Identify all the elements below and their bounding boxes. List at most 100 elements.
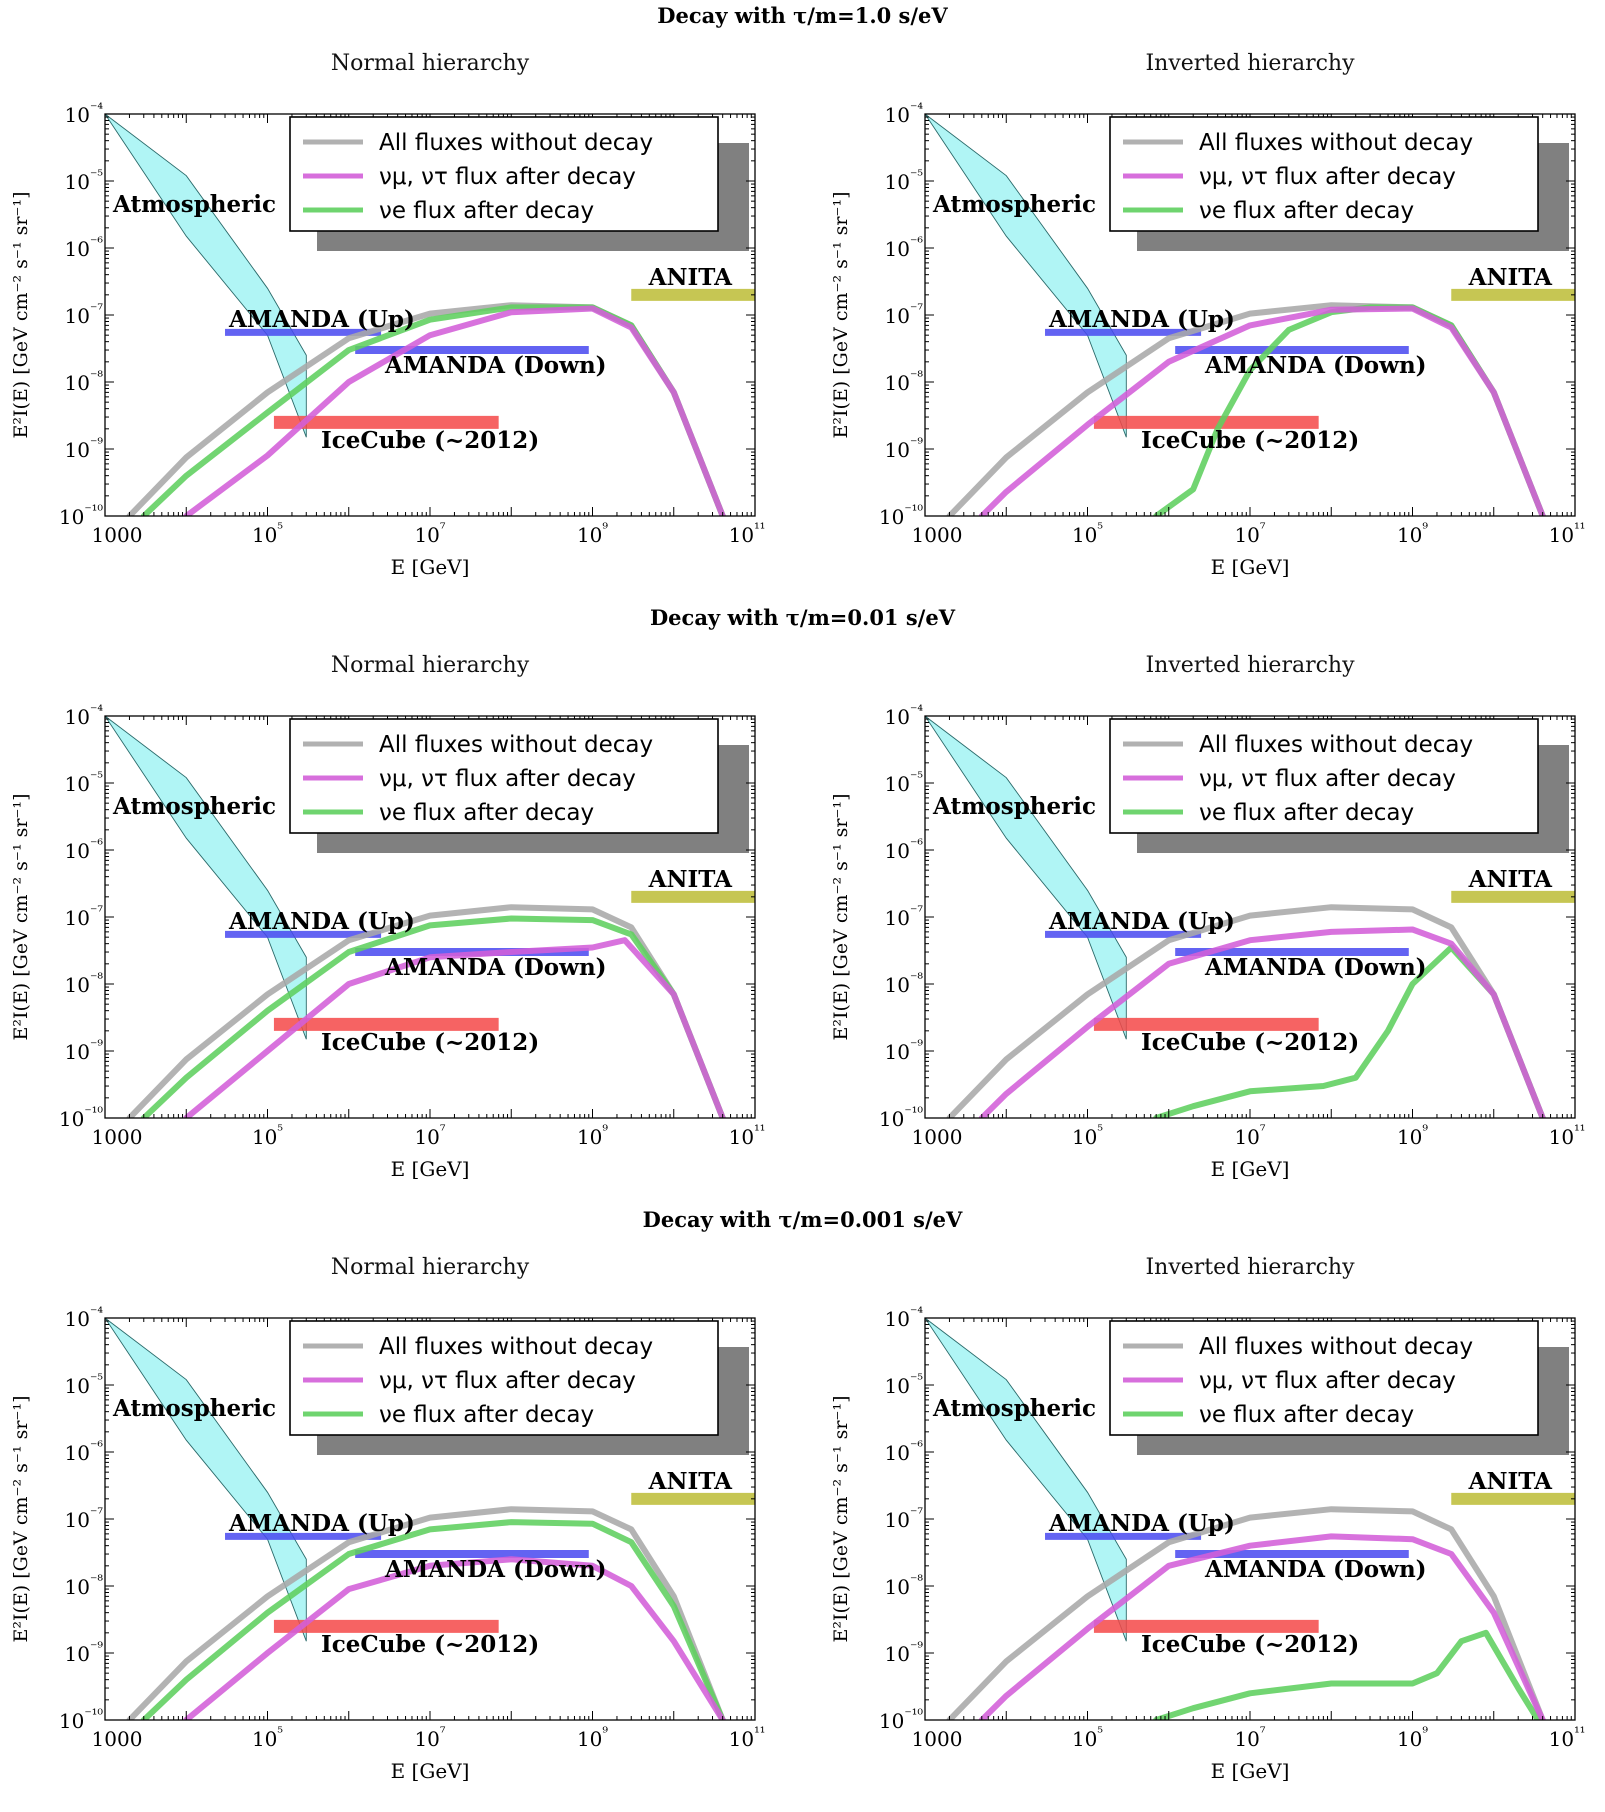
legend-entry-no-decay-label: All fluxes without decay (1199, 130, 1473, 156)
x-tick-label: 10⁹ (577, 521, 608, 547)
x-tick-label: 10⁹ (1397, 1725, 1428, 1751)
y-tick-label: 10⁻⁶ (65, 1439, 104, 1465)
legend-entry-no-decay-label: All fluxes without decay (1199, 1334, 1473, 1360)
atmospheric-band (105, 114, 307, 438)
row-heading-3: Decay with τ/m=0.001 s/eV (642, 1207, 963, 1232)
y-tick-label: 10⁻⁹ (885, 436, 924, 462)
y-tick-label: 10⁻⁹ (65, 1038, 104, 1064)
annotations: Atmospheric ANITA AMANDA (Up) AMANDA (Down)… (932, 793, 1553, 1056)
annotations: Atmospheric ANITA AMANDA (Up) AMANDA (Down)… (112, 1395, 733, 1658)
icecube-label: IceCube (~2012) (1141, 427, 1359, 454)
x-tick-label: 1000 (912, 1727, 963, 1751)
y-tick-label: 10⁻⁸ (885, 971, 924, 997)
y-axis: 10⁻⁴ 10⁻⁵ 10⁻⁶ 10⁻⁷ 10⁻⁸ 10⁻⁹ 10⁻¹⁰ E²I(E) [GeV… (10, 703, 755, 1131)
y-tick-label: 10⁻⁶ (885, 837, 924, 863)
y-tick-label: 10⁻⁹ (885, 1038, 924, 1064)
y-tick-label: 10⁻¹⁰ (59, 1707, 103, 1733)
icecube-label: IceCube (~2012) (321, 1631, 539, 1658)
chart-panel-r1-normal: 1000 10⁵ 10⁷ 10⁹ 10¹¹ E [GeV] 10⁻⁴ 10⁻⁵ 10⁻⁶ 10⁻⁷… (10, 101, 765, 579)
y-tick-label: 10⁻¹⁰ (59, 1105, 103, 1131)
y-tick-label: 10⁻⁵ (65, 1372, 104, 1398)
x-tick-label: 10⁹ (577, 1123, 608, 1149)
legend-entry-no-decay-label: All fluxes without decay (379, 732, 653, 758)
icecube-label: IceCube (~2012) (1141, 1029, 1359, 1056)
legend: All fluxes without decay νμ, ντ flux afte… (289, 116, 719, 232)
series-nue-line (1153, 1629, 1541, 1720)
y-axis: 10⁻⁴ 10⁻⁵ 10⁻⁶ 10⁻⁷ 10⁻⁸ 10⁻⁹ 10⁻¹⁰ E²I(E) [GeV… (830, 1305, 1575, 1733)
y-tick-label: 10⁻⁷ (885, 1506, 924, 1532)
series-numu-nutau-line (978, 926, 1546, 1118)
legend: All fluxes without decay νμ, ντ flux afte… (1109, 116, 1539, 232)
chart-panel-r3-normal: 1000 10⁵ 10⁷ 10⁹ 10¹¹ E [GeV] 10⁻⁴ 10⁻⁵ 10⁻⁶ 10⁻⁷… (10, 1305, 765, 1783)
y-tick-label: 10⁻¹⁰ (59, 503, 103, 529)
y-tick-label: 10⁻⁷ (885, 904, 924, 930)
annotations: Atmospheric ANITA AMANDA (Up) AMANDA (Down)… (112, 191, 733, 454)
y-tick-label: 10⁻⁴ (885, 1305, 924, 1331)
y-tick-label: 10⁻¹⁰ (879, 1707, 923, 1733)
anita-label: ANITA (648, 866, 733, 893)
y-tick-label: 10⁻⁹ (885, 1640, 924, 1666)
icecube-label: IceCube (~2012) (1141, 1631, 1359, 1658)
amanda-up-label: AMANDA (Up) (1048, 908, 1235, 935)
y-axis-label: E²I(E) [GeV cm⁻² s⁻¹ sr⁻¹] (830, 192, 852, 439)
legend-entry-nue-label: νe flux after decay (379, 198, 594, 224)
atmospheric-label: Atmospheric (932, 1395, 1096, 1422)
row-heading-1: Decay with τ/m=1.0 s/eV (657, 3, 948, 28)
legend: All fluxes without decay νμ, ντ flux afte… (289, 718, 719, 834)
anita-label: ANITA (1468, 1468, 1553, 1495)
chart-panel-r2-normal: 1000 10⁵ 10⁷ 10⁹ 10¹¹ E [GeV] 10⁻⁴ 10⁻⁵ 10⁻⁶ 10⁻⁷… (10, 703, 765, 1181)
row-heading-2: Decay with τ/m=0.01 s/eV (649, 605, 956, 630)
icecube-label: IceCube (~2012) (321, 427, 539, 454)
legend-entry-no-decay-label: All fluxes without decay (379, 130, 653, 156)
x-tick-label: 10⁷ (1234, 1123, 1265, 1149)
x-axis-label: E [GeV] (1211, 1759, 1290, 1783)
series-numu-nutau-line (978, 1533, 1546, 1720)
y-tick-label: 10⁻¹⁰ (879, 503, 923, 529)
y-tick-label: 10⁻¹⁰ (879, 1105, 923, 1131)
panel-title-r2-inverted: Inverted hierarchy (1145, 653, 1355, 678)
y-axis: 10⁻⁴ 10⁻⁵ 10⁻⁶ 10⁻⁷ 10⁻⁸ 10⁻⁹ 10⁻¹⁰ E²I(E) [GeV… (830, 101, 1575, 529)
y-tick-label: 10⁻⁵ (885, 770, 924, 796)
y-axis: 10⁻⁴ 10⁻⁵ 10⁻⁶ 10⁻⁷ 10⁻⁸ 10⁻⁹ 10⁻¹⁰ E²I(E) [GeV… (830, 703, 1575, 1131)
y-axis-label: E²I(E) [GeV cm⁻² s⁻¹ sr⁻¹] (830, 794, 852, 1041)
legend-entry-numu-nutau-label: νμ, ντ flux after decay (1199, 766, 1456, 792)
amanda-down-label: AMANDA (Down) (384, 352, 607, 379)
y-tick-label: 10⁻⁸ (65, 971, 104, 997)
x-tick-label: 10¹¹ (729, 1123, 766, 1149)
y-tick-label: 10⁻⁴ (65, 1305, 104, 1331)
atmospheric-label: Atmospheric (932, 793, 1096, 820)
y-tick-label: 10⁻⁴ (885, 101, 924, 127)
panel-title-r1-normal: Normal hierarchy (330, 51, 530, 76)
series-nue-line (140, 915, 726, 1118)
x-axis-label: E [GeV] (391, 1759, 470, 1783)
amanda-up-label: AMANDA (Up) (1048, 306, 1235, 333)
legend-entry-nue-label: νe flux after decay (1199, 800, 1414, 826)
y-axis-label: E²I(E) [GeV cm⁻² s⁻¹ sr⁻¹] (10, 794, 32, 1041)
x-tick-label: 10⁷ (414, 521, 445, 547)
x-axis: 1000 10⁵ 10⁷ 10⁹ 10¹¹ E [GeV] (92, 114, 766, 579)
annotations: Atmospheric ANITA AMANDA (Up) AMANDA (Down)… (112, 793, 733, 1056)
icecube-label: IceCube (~2012) (321, 1029, 539, 1056)
y-tick-label: 10⁻⁴ (65, 101, 104, 127)
x-tick-label: 10¹¹ (1549, 1123, 1586, 1149)
y-tick-label: 10⁻⁴ (885, 703, 924, 729)
y-axis-label: E²I(E) [GeV cm⁻² s⁻¹ sr⁻¹] (10, 1396, 32, 1643)
x-tick-label: 10¹¹ (729, 521, 766, 547)
x-tick-label: 1000 (912, 523, 963, 547)
y-tick-label: 10⁻⁸ (885, 1573, 924, 1599)
amanda-up-label: AMANDA (Up) (228, 306, 415, 333)
y-tick-label: 10⁻⁷ (65, 904, 104, 930)
x-tick-label: 10¹¹ (1549, 521, 1586, 547)
legend-entry-numu-nutau-label: νμ, ντ flux after decay (1199, 164, 1456, 190)
y-tick-label: 10⁻⁶ (65, 235, 104, 261)
x-tick-label: 10⁷ (414, 1123, 445, 1149)
amanda-down-label: AMANDA (Down) (384, 954, 607, 981)
anita-label: ANITA (648, 264, 733, 291)
y-tick-label: 10⁻⁷ (885, 302, 924, 328)
x-tick-label: 10⁷ (1234, 521, 1265, 547)
x-axis: 1000 10⁵ 10⁷ 10⁹ 10¹¹ E [GeV] (912, 114, 1586, 579)
x-tick-label: 10⁹ (577, 1725, 608, 1751)
annotations: Atmospheric ANITA AMANDA (Up) AMANDA (Down)… (932, 1395, 1553, 1658)
anita-label: ANITA (648, 1468, 733, 1495)
